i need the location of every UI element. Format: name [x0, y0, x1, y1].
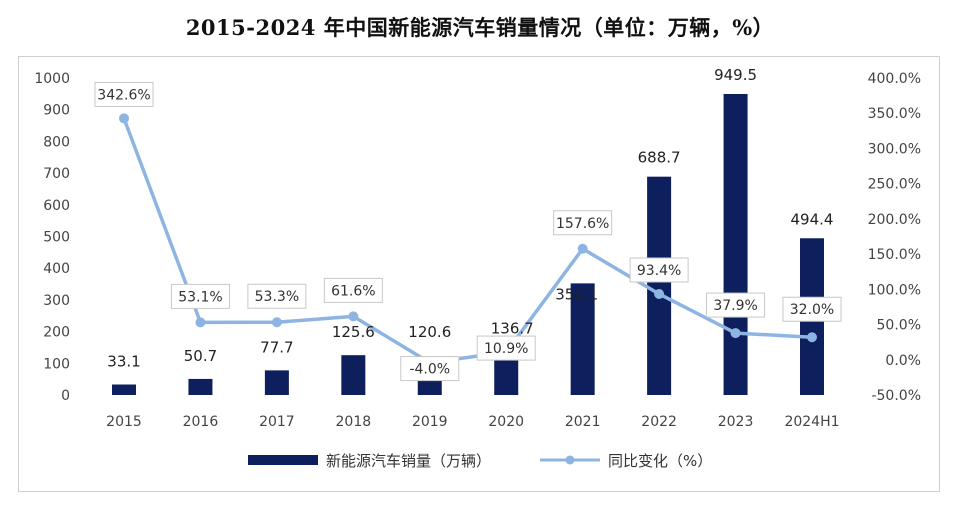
- bar-value-label: 33.1: [107, 353, 140, 371]
- yoy-value-label: 157.6%: [556, 216, 609, 232]
- y-left-tick-label: 1000: [34, 71, 70, 87]
- y-left-tick-label: 200: [43, 325, 70, 341]
- x-tick-label: 2019: [412, 414, 448, 430]
- bar-value-label: 949.5: [714, 66, 757, 84]
- yoy-label-box: [553, 210, 613, 236]
- labels-layer: 33.1 50.7 77.7 125.6 120.6 136.7 352.1 688.7 949…: [94, 66, 842, 382]
- yoy-value-label: 342.6%: [97, 87, 150, 103]
- axes-layer: 0 100 200 300 400 500 600 700 800 900 1000 -50.0% 0.…: [34, 71, 921, 430]
- bar-value-label: 77.7: [260, 338, 293, 356]
- y-right-tick-label: 0.0%: [885, 353, 921, 369]
- yoy-point: [654, 288, 665, 299]
- yoy-label-box: [476, 335, 536, 361]
- bar: [723, 94, 748, 396]
- bar: [264, 370, 289, 395]
- bar-value-label: 120.6: [408, 323, 451, 341]
- x-tick-label: 2021: [565, 414, 601, 430]
- x-tick-label: 2022: [641, 414, 677, 430]
- x-tick-label: 2024H1: [784, 414, 839, 430]
- y-right-tick-label: 300.0%: [868, 141, 921, 157]
- y-right-tick-label: -50.0%: [871, 388, 921, 404]
- yoy-label-box: [782, 296, 842, 322]
- legend-line-label: 同比变化（%）: [608, 452, 712, 470]
- y-left-tick-label: 100: [43, 356, 70, 372]
- y-left-tick-label: 800: [43, 134, 70, 150]
- x-tick-label: 2020: [488, 414, 524, 430]
- bar-value-label: 125.6: [332, 323, 375, 341]
- y-left-tick-label: 400: [43, 261, 70, 277]
- bar: [570, 283, 595, 395]
- chart-title: 2015-2024 年中国新能源汽车销量情况（单位：万辆，%）: [185, 15, 775, 40]
- bar: [112, 384, 136, 395]
- yoy-value-label: 61.6%: [331, 283, 375, 299]
- y-right-tick-label: 150.0%: [868, 247, 921, 263]
- yoy-label-box: [247, 283, 307, 309]
- x-tick-label: 2016: [183, 414, 219, 430]
- yoy-value-label: 10.9%: [484, 341, 528, 357]
- bar-value-label: 50.7: [184, 347, 217, 365]
- bar-value-label: 494.4: [791, 210, 834, 228]
- yoy-label-box: [629, 257, 689, 283]
- bar: [647, 176, 672, 395]
- y-left-tick-label: 300: [43, 293, 70, 309]
- yoy-point: [730, 328, 741, 339]
- bar: [188, 378, 213, 395]
- x-tick-label: 2015: [106, 414, 142, 430]
- yoy-label-box: [706, 292, 766, 318]
- bar-value-label: 688.7: [638, 149, 681, 167]
- bar-value-label: 136.7: [491, 320, 534, 338]
- yoy-label-box: [94, 81, 154, 107]
- yoy-value-label: -4.0%: [409, 362, 450, 378]
- yoy-value-label: 93.4%: [637, 263, 681, 279]
- y-left-tick-label: 0: [61, 388, 70, 404]
- yoy-value-label: 53.1%: [178, 289, 222, 305]
- bars-layer: [112, 94, 824, 396]
- y-right-tick-label: 350.0%: [868, 106, 921, 122]
- y-left-tick-label: 600: [43, 198, 70, 214]
- legend-bar-swatch: [248, 455, 318, 465]
- y-right-tick-label: 50.0%: [877, 318, 921, 334]
- bar-value-label: 352.1: [555, 285, 598, 303]
- x-tick-label: 2023: [718, 414, 754, 430]
- y-left-tick-label: 900: [43, 103, 70, 119]
- y-left-tick-label: 700: [43, 166, 70, 182]
- chart-frame: [18, 56, 940, 492]
- yoy-label-box: [170, 283, 230, 309]
- y-left-tick-label: 500: [43, 230, 70, 246]
- legend: 新能源汽车销量（万辆） 同比变化（%）: [248, 452, 712, 470]
- yoy-point: [119, 113, 129, 124]
- y-right-tick-label: 200.0%: [868, 212, 921, 228]
- yoy-point: [807, 332, 817, 343]
- yoy-value-label: 32.0%: [790, 302, 834, 318]
- legend-line-marker: [565, 455, 575, 465]
- yoy-value-label: 53.3%: [255, 289, 299, 305]
- legend-bar-label: 新能源汽车销量（万辆）: [326, 452, 491, 470]
- line-layer: [119, 113, 817, 368]
- y-right-tick-label: 250.0%: [868, 177, 921, 193]
- yoy-point: [195, 317, 206, 328]
- yoy-point: [348, 311, 359, 322]
- yoy-value-label: 37.9%: [713, 298, 757, 314]
- yoy-label-box: [400, 356, 460, 382]
- y-right-tick-label: 400.0%: [868, 71, 921, 87]
- y-right-tick-label: 100.0%: [868, 282, 921, 298]
- yoy-line: [122, 117, 813, 365]
- yoy-point: [577, 243, 588, 254]
- bar: [341, 355, 366, 395]
- yoy-point: [271, 317, 282, 328]
- x-tick-label: 2018: [336, 414, 372, 430]
- x-tick-label: 2017: [259, 414, 295, 430]
- yoy-label-box: [323, 277, 383, 303]
